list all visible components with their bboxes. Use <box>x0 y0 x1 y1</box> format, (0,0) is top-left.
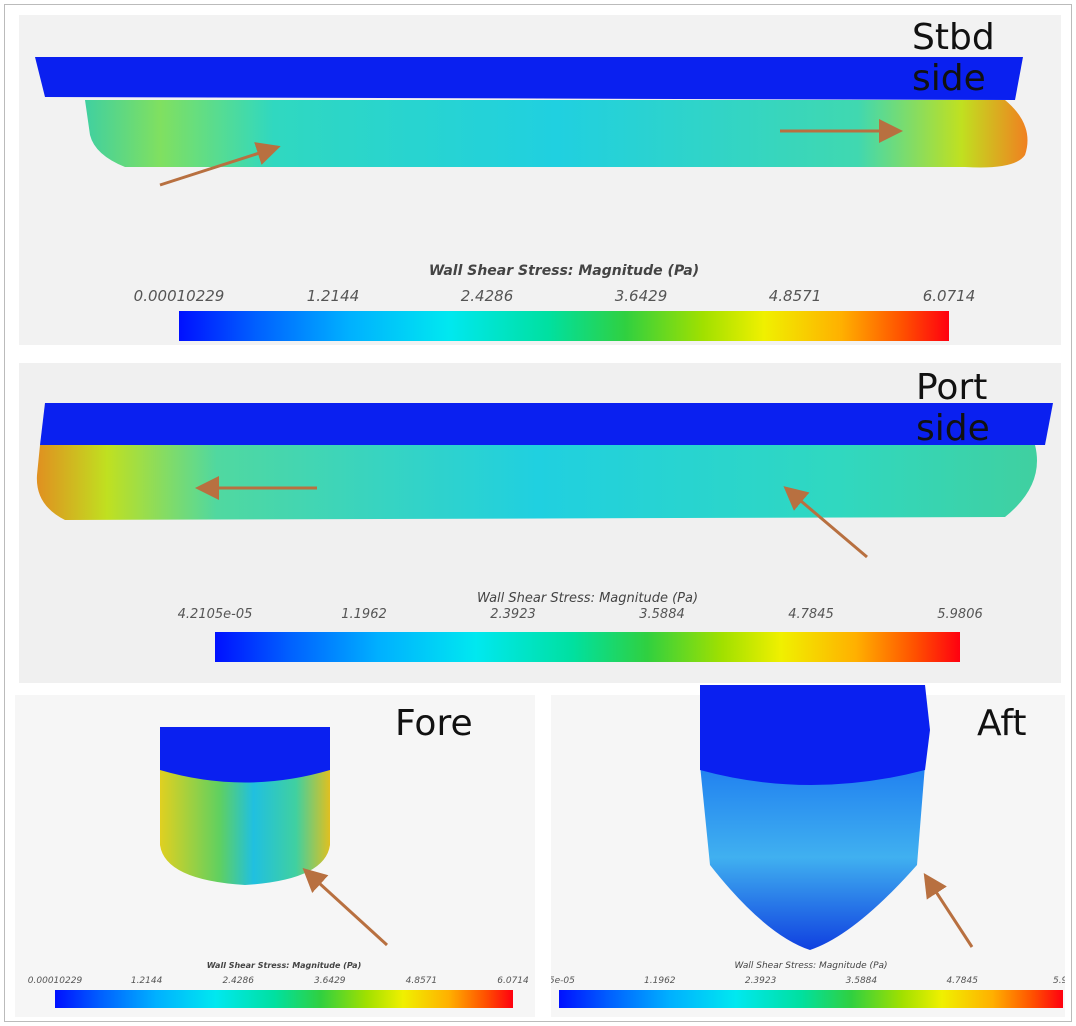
colorbar-tick-label: 6.0714 <box>923 287 976 305</box>
colorbar-tick-label: 1.1962 <box>341 607 387 622</box>
colorbar-tick-label: 2.3923 <box>745 976 777 986</box>
colorbar-tick-label: 05e-05 <box>551 976 575 986</box>
fore-panel: Fore Wall Shear Stress: Magnitude (Pa) 0.0… <box>15 695 535 1017</box>
panel-label: Stbd side <box>912 17 1061 99</box>
colorbar-tick-label: 4.2105e-05 <box>178 607 253 622</box>
colorbar-tick-label: 5.9806 <box>937 607 983 622</box>
colorbar-title: Wall Shear Stress: Magnitude (Pa) <box>55 961 513 970</box>
colorbar-tick-label: 1.2144 <box>307 287 360 305</box>
colorbar-tick-label: 4.7845 <box>946 976 978 986</box>
panel-label: Aft <box>977 703 1027 744</box>
colorbar-tick-label: 2.4286 <box>461 287 514 305</box>
figure: Stbd side Wall Shear Stress: Magnitude (P… <box>4 4 1072 1022</box>
panel-label: Fore <box>395 703 473 744</box>
colorbar-tick-label: 2.3923 <box>490 607 536 622</box>
colorbar <box>179 311 949 341</box>
colorbar-tick-label: 1.1962 <box>644 976 676 986</box>
colorbar-tick-label: 2.4286 <box>222 976 254 986</box>
colorbar-tick-label: 5.98 <box>1053 976 1065 986</box>
colorbar <box>559 990 1063 1008</box>
colorbar <box>55 990 513 1008</box>
aft-panel: Aft Wall Shear Stress: Magnitude (Pa) 05e-… <box>551 695 1065 1017</box>
colorbar-tick-label: 3.5884 <box>639 607 685 622</box>
colorbar <box>215 632 960 662</box>
colorbar-title: Wall Shear Stress: Magnitude (Pa) <box>559 961 1063 971</box>
stbd-panel: Stbd side Wall Shear Stress: Magnitude (P… <box>19 15 1061 345</box>
colorbar-tick-label: 3.6429 <box>615 287 668 305</box>
port-panel: Port side Wall Shear Stress: Magnitude (P… <box>19 363 1061 683</box>
colorbar-tick-label: 0.00010229 <box>134 287 225 305</box>
colorbar-tick-label: 0.00010229 <box>28 976 82 986</box>
colorbar-tick-label: 3.6429 <box>314 976 346 986</box>
colorbar-tick-label: 4.8571 <box>769 287 822 305</box>
colorbar-title: Wall Shear Stress: Magnitude (Pa) <box>179 263 949 279</box>
colorbar-tick-label: 1.2144 <box>131 976 163 986</box>
colorbar-tick-label: 4.8571 <box>406 976 438 986</box>
panel-label: Port side <box>916 367 1061 449</box>
colorbar-tick-label: 6.0714 <box>497 976 529 986</box>
colorbar-title: Wall Shear Stress: Magnitude (Pa) <box>215 591 960 606</box>
colorbar-tick-label: 4.7845 <box>788 607 834 622</box>
colorbar-tick-label: 3.5884 <box>846 976 878 986</box>
